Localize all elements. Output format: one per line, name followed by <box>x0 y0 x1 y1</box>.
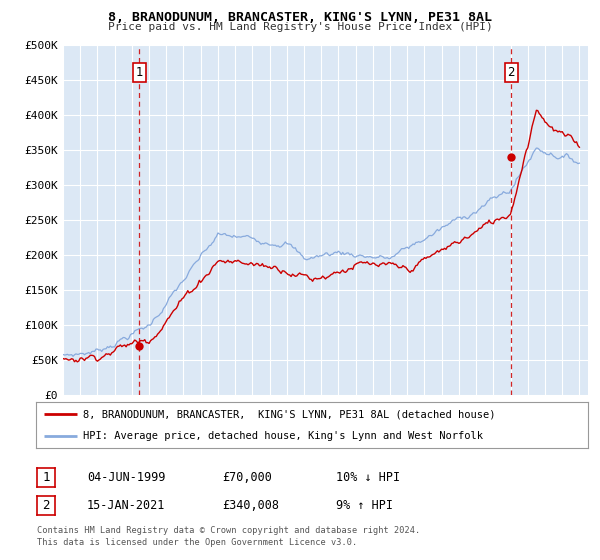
Text: 2: 2 <box>43 499 50 512</box>
Text: This data is licensed under the Open Government Licence v3.0.: This data is licensed under the Open Gov… <box>37 538 358 547</box>
Text: 15-JAN-2021: 15-JAN-2021 <box>87 499 166 512</box>
Text: HPI: Average price, detached house, King's Lynn and West Norfolk: HPI: Average price, detached house, King… <box>83 431 483 441</box>
Text: Price paid vs. HM Land Registry's House Price Index (HPI): Price paid vs. HM Land Registry's House … <box>107 22 493 32</box>
Text: 10% ↓ HPI: 10% ↓ HPI <box>336 471 400 484</box>
Text: 1: 1 <box>136 66 143 80</box>
Text: Contains HM Land Registry data © Crown copyright and database right 2024.: Contains HM Land Registry data © Crown c… <box>37 526 421 535</box>
Text: 1: 1 <box>43 471 50 484</box>
Text: 2: 2 <box>508 66 515 80</box>
Text: 8, BRANODUNUM, BRANCASTER, KING'S LYNN, PE31 8AL: 8, BRANODUNUM, BRANCASTER, KING'S LYNN, … <box>108 11 492 24</box>
Text: £340,008: £340,008 <box>222 499 279 512</box>
Text: £70,000: £70,000 <box>222 471 272 484</box>
Text: 04-JUN-1999: 04-JUN-1999 <box>87 471 166 484</box>
Text: 8, BRANODUNUM, BRANCASTER,  KING'S LYNN, PE31 8AL (detached house): 8, BRANODUNUM, BRANCASTER, KING'S LYNN, … <box>83 409 496 419</box>
Text: 9% ↑ HPI: 9% ↑ HPI <box>336 499 393 512</box>
